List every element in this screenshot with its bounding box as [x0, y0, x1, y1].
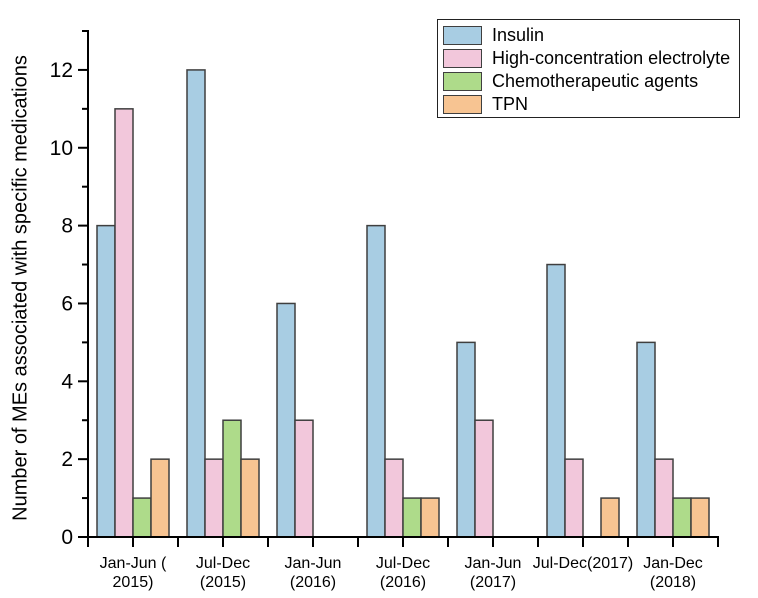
y-tick-label-0: 0	[61, 526, 73, 549]
bar-insulin-3	[366, 224, 386, 538]
y-tick-label-4: 4	[61, 370, 73, 393]
legend-swatch-high-concentration-electrolyte-icon	[443, 49, 482, 68]
bar-high-concentration-electrolyte-2	[294, 419, 314, 538]
bar-high-concentration-electrolyte-1	[204, 458, 224, 538]
bar-tpn-5	[600, 497, 620, 538]
legend-label-high-concentration-electrolyte: High-concentration electrolyte	[492, 48, 731, 68]
x-category-label-0: Jan-Jun (2015)	[100, 555, 167, 591]
bar-chemotherapeutic-agents-0	[132, 497, 152, 538]
legend-swatch-tpn-icon	[443, 95, 482, 114]
bar-high-concentration-electrolyte-0	[114, 108, 134, 538]
bar-insulin-6	[636, 341, 656, 538]
x-category-label-2: Jan-Jun (2016)	[285, 555, 342, 591]
legend-item-insulin: Insulin	[443, 24, 739, 47]
y-tick-label-10: 10	[50, 137, 73, 160]
bar-tpn-1	[240, 458, 260, 538]
y-axis-title-text: Number of MEs associated with specific m…	[9, 55, 32, 521]
legend-label-chemotherapeutic-agents: Chemotherapeutic agents	[492, 71, 699, 91]
legend-label-insulin: Insulin	[492, 25, 545, 45]
legend-item-tpn: TPN	[443, 93, 739, 116]
x-category-label-6: Jan-Dec (2018)	[643, 555, 703, 591]
legend: Insulin High-concentration electrolyte C…	[437, 19, 740, 118]
bar-high-concentration-electrolyte-4	[474, 419, 494, 538]
bar-tpn-3	[420, 497, 440, 538]
y-tick-label-2: 2	[61, 448, 73, 471]
bar-high-concentration-electrolyte-3	[384, 458, 404, 538]
y-tick-label-6: 6	[61, 292, 73, 315]
legend-item-chemotherapeutic-agents: Chemotherapeutic agents	[443, 70, 739, 93]
legend-item-high-concentration-electrolyte: High-concentration electrolyte	[443, 47, 739, 70]
bar-chemotherapeutic-agents-1	[222, 419, 242, 538]
y-tick-label-8: 8	[61, 215, 73, 238]
bar-insulin-4	[456, 341, 476, 538]
bar-insulin-5	[546, 263, 566, 538]
x-category-label-1: Jul-Dec (2015)	[196, 555, 250, 591]
bar-high-concentration-electrolyte-6	[654, 458, 674, 538]
bar-chemotherapeutic-agents-3	[402, 497, 422, 538]
legend-swatch-insulin-icon	[443, 26, 482, 45]
x-category-label-3: Jul-Dec (2016)	[376, 555, 430, 591]
x-category-label-4: Jan-Jun (2017)	[465, 555, 522, 591]
bar-tpn-0	[150, 458, 170, 538]
bar-insulin-2	[276, 302, 296, 538]
bar-chemotherapeutic-agents-6	[672, 497, 692, 538]
bar-high-concentration-electrolyte-5	[564, 458, 584, 538]
legend-swatch-chemotherapeutic-agents-icon	[443, 72, 482, 91]
y-tick-label-12: 12	[50, 59, 73, 82]
bar-insulin-1	[186, 69, 206, 538]
bar-tpn-6	[690, 497, 710, 538]
x-category-label-5: Jul-Dec(2017)	[533, 555, 633, 572]
legend-label-tpn: TPN	[492, 94, 528, 114]
bar-insulin-0	[96, 224, 116, 538]
